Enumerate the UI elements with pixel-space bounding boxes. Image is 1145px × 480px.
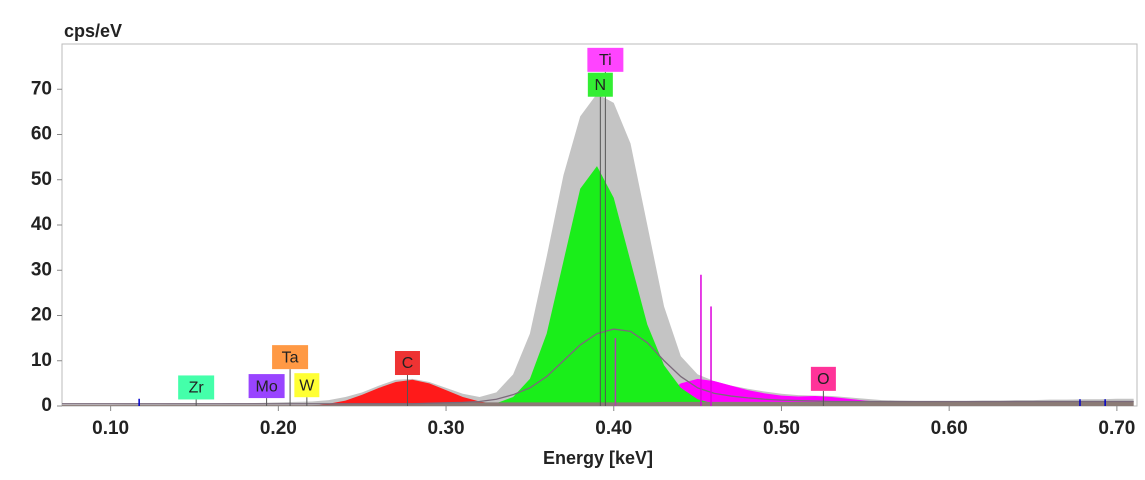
x-axis-title: Energy [keV] bbox=[543, 448, 653, 468]
x-tick-label: 0.20 bbox=[260, 418, 297, 439]
y-tick-label: 50 bbox=[31, 169, 52, 190]
spectrum-line bbox=[62, 328, 1134, 405]
x-tick-label: 0.40 bbox=[595, 418, 632, 439]
peak-label-box bbox=[248, 374, 285, 399]
spectrum-area bbox=[62, 166, 1134, 406]
peak-label-box bbox=[394, 351, 420, 376]
peak-label: W bbox=[299, 377, 315, 394]
x-tick-label: 0.50 bbox=[763, 418, 800, 439]
peak-label-box bbox=[587, 47, 624, 72]
spectrum-area bbox=[62, 401, 1134, 406]
peak-label: Ti bbox=[599, 52, 612, 69]
y-tick-label: 20 bbox=[31, 305, 52, 326]
peak-label: Zr bbox=[189, 380, 205, 397]
y-tick-label: 40 bbox=[31, 214, 52, 235]
y-tick-label: 10 bbox=[31, 350, 52, 371]
peak-label-box bbox=[810, 366, 836, 391]
peak-label-box bbox=[272, 345, 309, 370]
plot bbox=[62, 71, 1134, 406]
y-axis-title: cps/eV bbox=[64, 21, 122, 41]
y-tick-label: 0 bbox=[41, 395, 52, 416]
peak-label: O bbox=[817, 371, 829, 388]
y-tick-label: 60 bbox=[31, 124, 52, 145]
x-tick-label: 0.10 bbox=[92, 418, 129, 439]
peak-label-box bbox=[178, 375, 215, 400]
peak-label: N bbox=[595, 77, 607, 94]
peak-label: C bbox=[402, 355, 414, 372]
peak-label-box bbox=[294, 373, 320, 398]
y-tick-label: 30 bbox=[31, 259, 52, 280]
x-tick-label: 0.30 bbox=[428, 418, 465, 439]
peak-label: Mo bbox=[255, 378, 277, 395]
peak-label: Ta bbox=[282, 349, 299, 366]
x-tick-label: 0.70 bbox=[1098, 418, 1135, 439]
x-tick-label: 0.60 bbox=[931, 418, 968, 439]
y-tick-label: 70 bbox=[31, 78, 52, 99]
peak-label-box bbox=[587, 72, 613, 97]
